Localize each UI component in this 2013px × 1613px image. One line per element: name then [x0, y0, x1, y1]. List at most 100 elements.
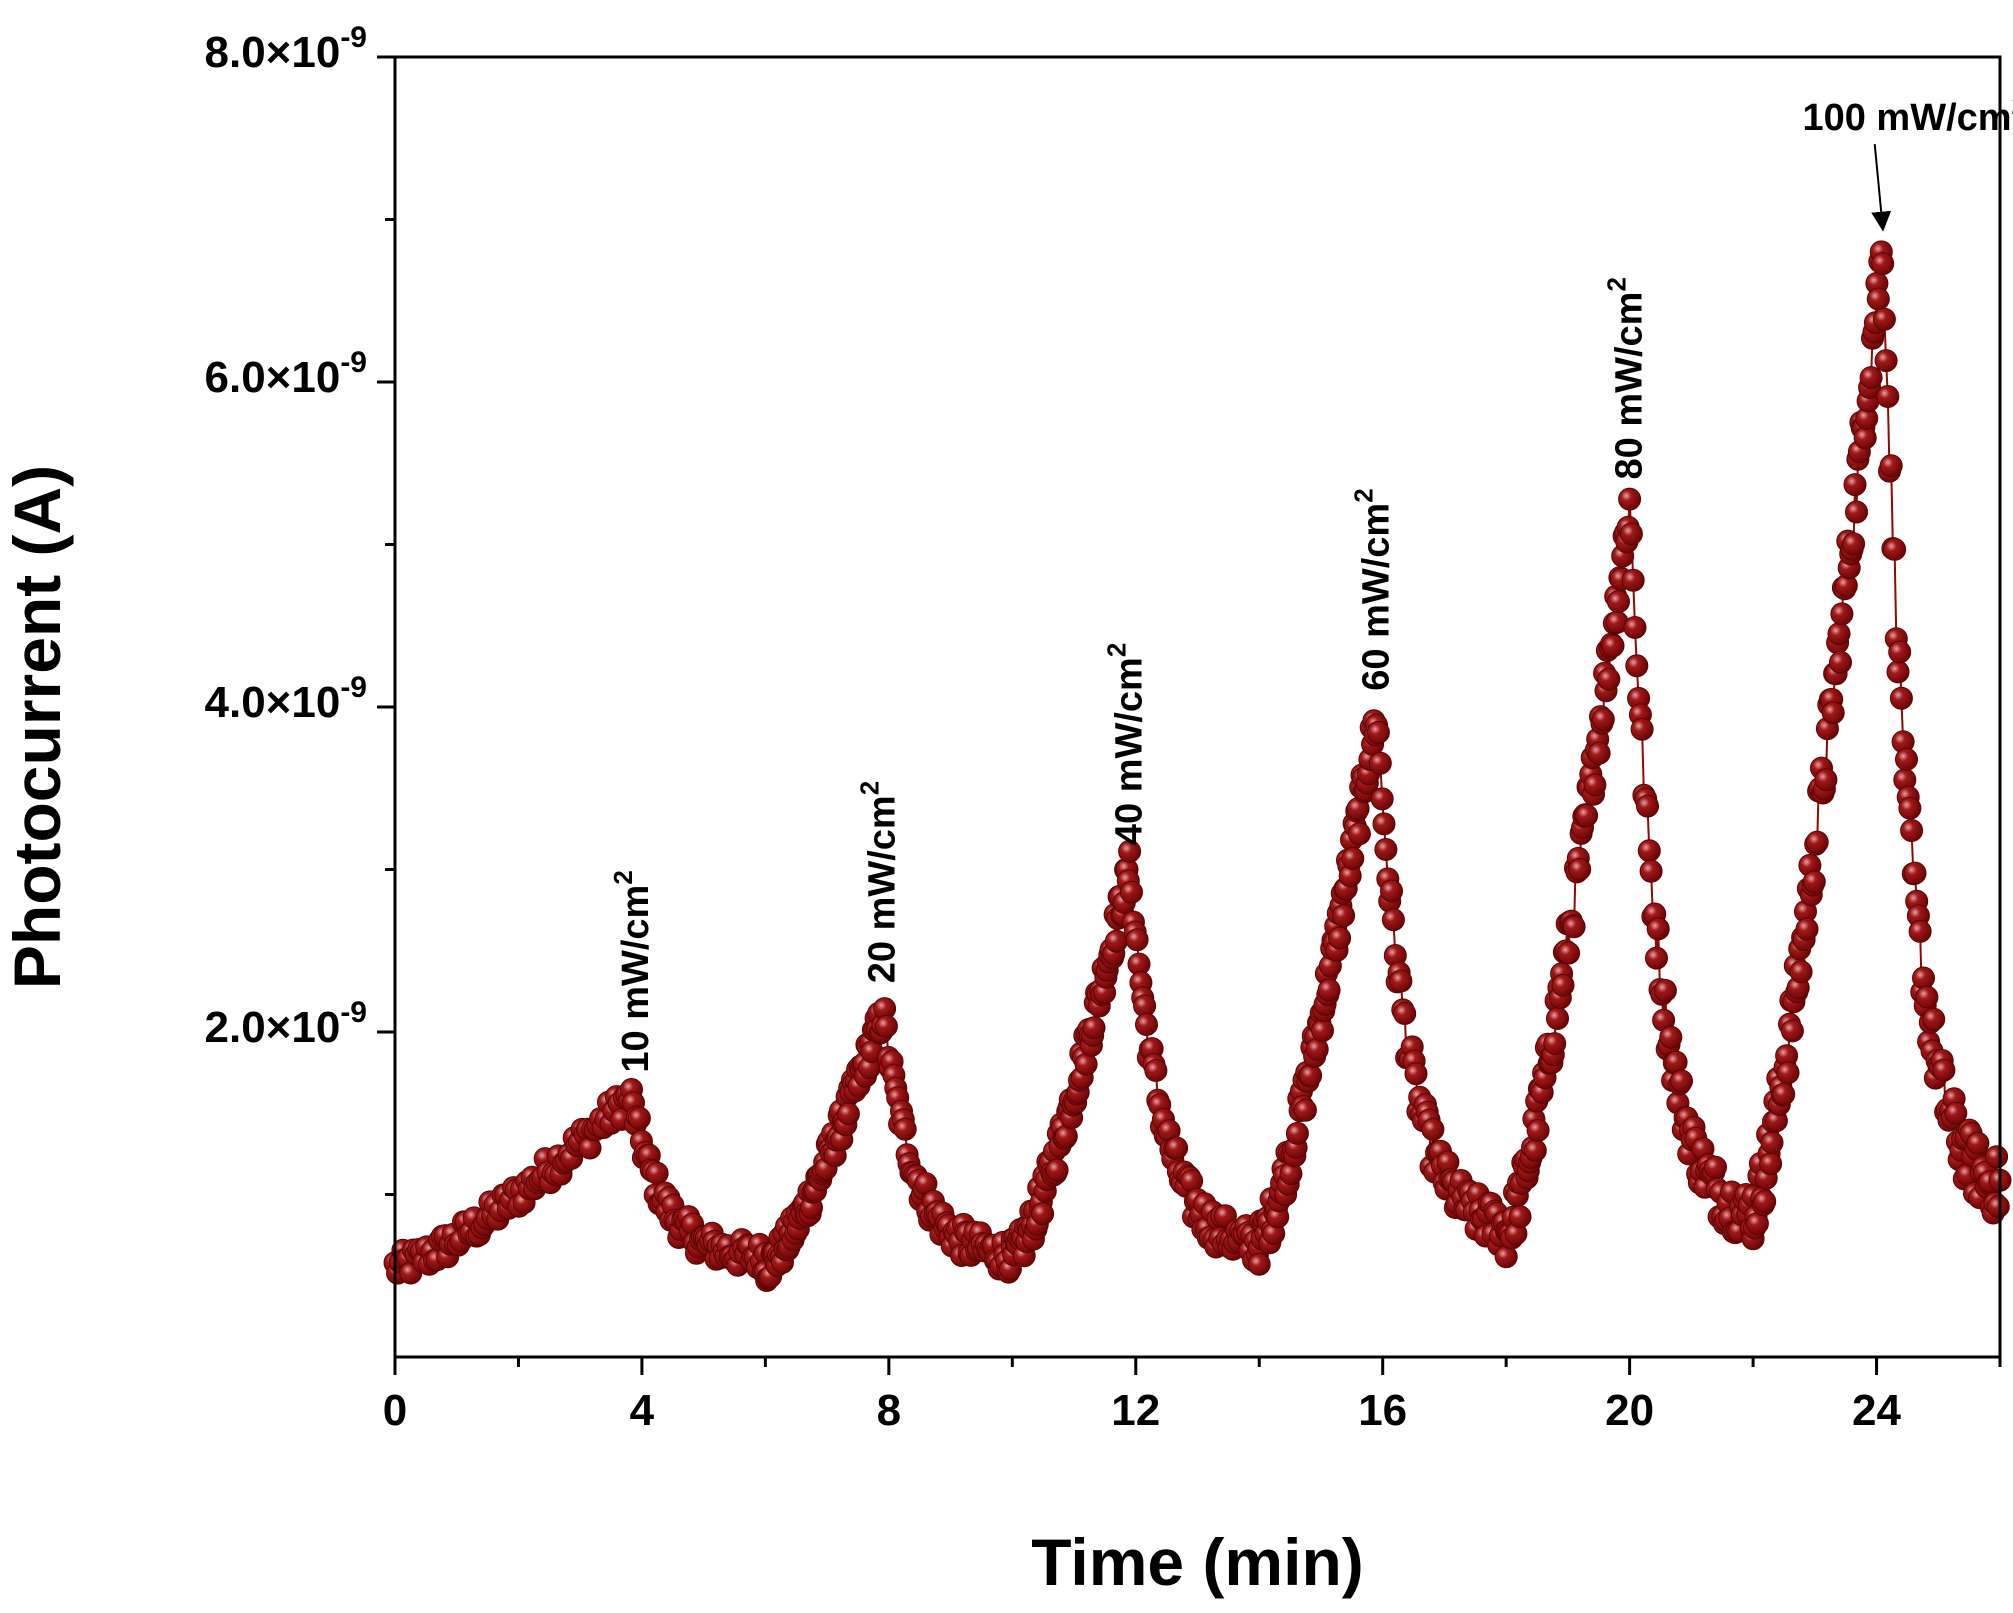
data-point — [1623, 616, 1647, 639]
data-point — [1118, 839, 1142, 863]
data-point — [1842, 532, 1866, 556]
data-point — [1772, 1082, 1796, 1106]
data-point — [645, 1161, 669, 1185]
data-point — [1670, 1069, 1693, 1093]
data-point — [1895, 747, 1918, 771]
x-axis-title: Time (min) — [1031, 1525, 1363, 1599]
axes: 0 4 8 12 16 20 24 2.0×10-9 4.0×10-9 6.0×10-9 8.0×1… — [205, 21, 2002, 1435]
data-point — [1546, 1007, 1569, 1030]
data-point — [1144, 1059, 1168, 1082]
data-series — [383, 240, 2012, 1292]
data-point — [1404, 1062, 1428, 1086]
data-point — [1637, 839, 1661, 863]
data-point — [1859, 366, 1883, 390]
x-tick-label: 4 — [630, 1386, 655, 1435]
annotation-arrow — [1871, 144, 1892, 232]
intensity-annotation: 20 mW/cm2 — [855, 781, 904, 983]
data-point — [1120, 880, 1143, 904]
data-point — [1645, 946, 1668, 970]
data-point — [1903, 861, 1927, 885]
data-point — [1843, 473, 1867, 497]
data-point — [1393, 1002, 1417, 1025]
y-tick-label: 4.0×10-9 — [205, 671, 368, 727]
data-point — [1165, 1136, 1189, 1160]
data-point — [1888, 640, 1912, 664]
data-point — [1814, 768, 1838, 792]
data-point — [1759, 1152, 1783, 1176]
data-point — [1986, 1195, 2010, 1218]
data-point — [1583, 773, 1607, 797]
y-tick-label: 2.0×10-9 — [205, 996, 368, 1052]
intensity-annotation: 100 mW/cm2 — [1802, 90, 2013, 139]
data-point — [1332, 904, 1356, 928]
data-point — [1247, 1252, 1271, 1276]
data-point — [1543, 1032, 1567, 1056]
data-point — [1551, 973, 1575, 997]
data-point — [1045, 1158, 1069, 1182]
data-point — [1082, 1016, 1106, 1040]
data-point — [1636, 794, 1659, 818]
data-point — [1900, 819, 1924, 842]
intensity-annotation: 60 mW/cm2 — [1349, 488, 1398, 690]
data-point — [627, 1106, 651, 1130]
data-point — [1872, 307, 1896, 331]
data-point — [1780, 1019, 1804, 1043]
data-point — [1031, 1202, 1055, 1226]
data-point — [1366, 720, 1390, 744]
data-point — [1646, 917, 1670, 941]
x-tick-label: 16 — [1358, 1386, 1407, 1435]
y-tick-label: 8.0×10-9 — [205, 21, 368, 77]
data-point — [1659, 1025, 1683, 1049]
data-point — [1311, 1019, 1334, 1042]
data-point — [1639, 859, 1663, 883]
data-point — [1374, 838, 1398, 861]
data-point — [1587, 741, 1611, 765]
data-point — [1341, 847, 1365, 870]
data-point — [1523, 1139, 1547, 1162]
data-point — [1568, 857, 1592, 881]
x-tick-label: 20 — [1605, 1386, 1654, 1435]
data-point — [1704, 1155, 1727, 1179]
data-point — [1932, 1058, 1956, 1082]
y-tick-label: 6.0×10-9 — [205, 346, 368, 402]
data-point — [1922, 1007, 1946, 1031]
data-point — [1827, 622, 1851, 646]
data-point — [1526, 1118, 1550, 1142]
data-point — [1557, 941, 1581, 965]
x-tick-label: 0 — [383, 1386, 407, 1435]
data-point — [1805, 830, 1829, 854]
data-point — [1389, 969, 1413, 993]
x-tick-label: 24 — [1852, 1386, 1901, 1435]
data-point — [1883, 537, 1907, 561]
data-point — [1830, 602, 1854, 626]
data-point — [1944, 1101, 1968, 1125]
data-point — [893, 1117, 917, 1141]
data-point — [1508, 1205, 1532, 1229]
data-point — [1889, 686, 1913, 710]
data-point — [1886, 660, 1910, 684]
data-point — [1347, 822, 1371, 846]
data-point — [1607, 590, 1630, 614]
data-point — [1328, 926, 1352, 950]
data-point — [1802, 870, 1826, 894]
data-point — [1876, 385, 1900, 408]
data-point — [1821, 701, 1845, 725]
data-point — [1601, 634, 1625, 658]
data-point — [1915, 985, 1939, 1009]
data-point — [1753, 1190, 1777, 1213]
data-point — [1853, 426, 1877, 450]
y-axis-title: Photocurrent (A) — [0, 465, 74, 989]
data-point — [1618, 487, 1642, 511]
data-point — [1421, 1117, 1445, 1141]
data-point — [1874, 349, 1898, 373]
data-point — [1845, 500, 1868, 524]
data-point — [1621, 568, 1645, 592]
data-point — [836, 1102, 860, 1126]
data-point — [1760, 1131, 1784, 1155]
data-point — [1829, 650, 1852, 674]
data-point — [1866, 287, 1890, 311]
data-point — [1380, 879, 1403, 903]
data-point — [1317, 978, 1341, 1002]
data-point — [1871, 252, 1895, 276]
